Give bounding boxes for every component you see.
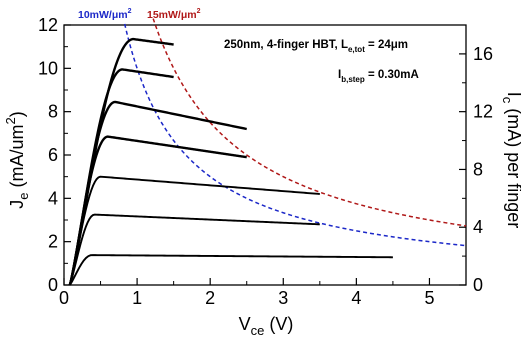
contour-label-15mw: 15mW/μm2	[147, 8, 201, 21]
x-axis-label: Vce (V)	[239, 314, 294, 338]
y-left-tick-label: 10	[38, 58, 58, 78]
contour-15mw	[152, 18, 467, 227]
device-annotation: 250nm, 4-finger HBT, Le,tot = 24μm	[224, 39, 408, 54]
y-left-tick-label: 0	[48, 275, 58, 295]
ib-step-annotation: Ib,step = 0.30mA	[338, 69, 419, 84]
je-vce-curves	[68, 37, 393, 286]
y-right-tick-label: 8	[473, 159, 483, 179]
power-contours	[123, 18, 467, 247]
axis-ticks	[63, 24, 466, 286]
x-tick-label: 3	[278, 288, 288, 308]
y-left-tick-label: 8	[48, 102, 58, 122]
je-curve-5	[68, 100, 247, 286]
x-tick-label: 0	[59, 288, 69, 308]
x-tick-label: 2	[205, 288, 215, 308]
je-curve-7	[68, 37, 174, 286]
y-right-tick-label: 12	[473, 102, 493, 122]
y-right-tick-label: 16	[473, 44, 493, 64]
je-curve-1	[69, 254, 393, 286]
y-left-tick-label: 2	[48, 232, 58, 252]
contour-10mw	[123, 23, 467, 247]
contour-label-10mw: 10mW/μm2	[78, 8, 132, 21]
je-curve-2	[68, 213, 320, 286]
y-axis-right-label: Ic (mA) per finger	[500, 92, 521, 229]
y-left-tick-label: 4	[48, 188, 58, 208]
plot-frame	[63, 24, 467, 286]
y-left-tick-label: 6	[48, 145, 58, 165]
je-curve-6	[68, 68, 174, 286]
y-right-tick-label: 0	[473, 275, 483, 295]
x-tick-label: 5	[424, 288, 434, 308]
je-curve-4	[68, 135, 247, 286]
x-tick-label: 1	[132, 288, 142, 308]
je-curve-3	[68, 175, 320, 286]
x-tick-label: 4	[351, 288, 361, 308]
y-right-tick-label: 4	[473, 217, 483, 237]
y-axis-left-label: Je (mA/um2)	[3, 111, 31, 208]
y-left-tick-label: 12	[38, 15, 58, 35]
